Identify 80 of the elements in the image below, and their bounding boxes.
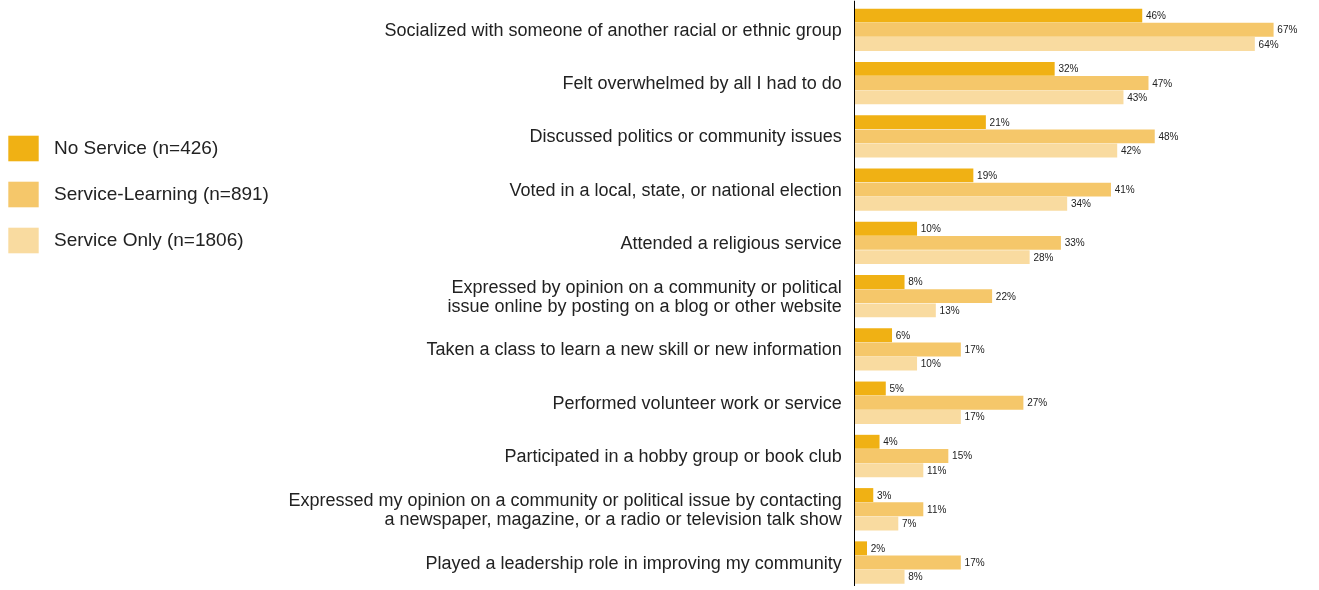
bar xyxy=(854,541,868,556)
data-label: 47% xyxy=(1152,77,1173,89)
bar xyxy=(854,395,1024,410)
bar xyxy=(854,76,1149,91)
y-tick-label: Felt overwhelmed by all I had to do xyxy=(562,73,842,94)
data-label: 8% xyxy=(908,571,923,583)
y-tick-label: Discussed politics or community issues xyxy=(529,126,842,147)
bar xyxy=(854,235,1061,250)
data-label: 42% xyxy=(1120,145,1142,157)
data-label: 48% xyxy=(1158,130,1179,142)
data-label: 17% xyxy=(964,557,985,569)
data-label: 21% xyxy=(989,116,1010,128)
data-label: 27% xyxy=(1027,397,1048,409)
data-label: 11% xyxy=(927,503,947,515)
y-tick-label: Expressed my opinion on a community or political issue by contacting a newspaper, magazine, or a radio or television talk show xyxy=(288,489,843,529)
bar xyxy=(854,303,936,318)
bar xyxy=(854,328,893,343)
data-label: 10% xyxy=(920,223,941,235)
bar xyxy=(854,129,1155,144)
data-label: 3% xyxy=(877,489,892,501)
data-label: 46% xyxy=(1145,10,1167,22)
bar xyxy=(854,182,1111,197)
legend-label: No Service (n=426) xyxy=(54,137,219,159)
data-label: 10% xyxy=(920,358,941,370)
data-label: 7% xyxy=(902,517,917,529)
data-label: 17% xyxy=(964,411,985,423)
y-tick-label: Taken a class to learn a new skill or new information xyxy=(426,339,842,360)
data-label: 64% xyxy=(1258,38,1279,50)
data-label: 33% xyxy=(1064,237,1085,249)
y-tick-label: Voted in a local, state, or national election xyxy=(509,179,842,200)
data-label: 22% xyxy=(995,290,1016,302)
bar xyxy=(854,409,961,424)
bar xyxy=(854,502,924,517)
bar xyxy=(854,289,993,304)
data-label: 41% xyxy=(1114,184,1135,196)
bar xyxy=(854,381,886,396)
data-label: 13% xyxy=(939,304,960,316)
bar xyxy=(854,555,961,570)
bar xyxy=(854,196,1068,211)
y-tick-label: Played a leadership role in improving my community xyxy=(425,552,842,573)
legend-label: Service Only (n=1806) xyxy=(54,229,244,251)
data-label: 4% xyxy=(883,436,898,448)
legend-label: Service-Learning (n=891) xyxy=(54,183,269,205)
bar xyxy=(854,90,1124,105)
data-label: 6% xyxy=(895,329,911,341)
data-label: 5% xyxy=(889,383,905,394)
bar xyxy=(854,115,986,130)
bar xyxy=(854,356,918,371)
y-tick-label: Expressed by opinion on a community or political issue online by posting on a blog or other website xyxy=(447,276,842,316)
bar xyxy=(854,342,961,357)
bar xyxy=(854,275,905,289)
bar xyxy=(854,8,1143,23)
data-label: 32% xyxy=(1058,63,1079,75)
data-label: 15% xyxy=(952,450,973,462)
bar xyxy=(854,449,949,463)
y-tick-label: Attended a religious service xyxy=(620,232,842,253)
bar xyxy=(854,143,1118,158)
data-label: 34% xyxy=(1070,198,1092,210)
bar xyxy=(854,516,899,531)
data-label: 67% xyxy=(1277,24,1298,36)
data-label: 11% xyxy=(927,464,947,476)
bar xyxy=(854,488,874,503)
bar xyxy=(854,569,905,584)
y-tick-label: Socialized with someone of another racial or ethnic group xyxy=(384,19,842,40)
bar xyxy=(854,22,1274,37)
y-tick-label: Participated in a hobby group or book club xyxy=(504,445,842,466)
bar xyxy=(854,37,1255,51)
bar xyxy=(854,434,880,449)
bar xyxy=(854,221,918,236)
data-label: 19% xyxy=(977,169,998,181)
data-label: 2% xyxy=(870,542,886,554)
bar xyxy=(854,463,924,478)
y-tick-label: Performed volunteer work or service xyxy=(552,392,842,413)
data-label: 17% xyxy=(964,343,985,355)
data-label: 28% xyxy=(1033,251,1054,263)
bar xyxy=(854,250,1030,265)
data-label: 8% xyxy=(908,276,923,288)
bar xyxy=(854,168,974,183)
data-label: 43% xyxy=(1127,91,1148,103)
bar xyxy=(854,61,1055,76)
